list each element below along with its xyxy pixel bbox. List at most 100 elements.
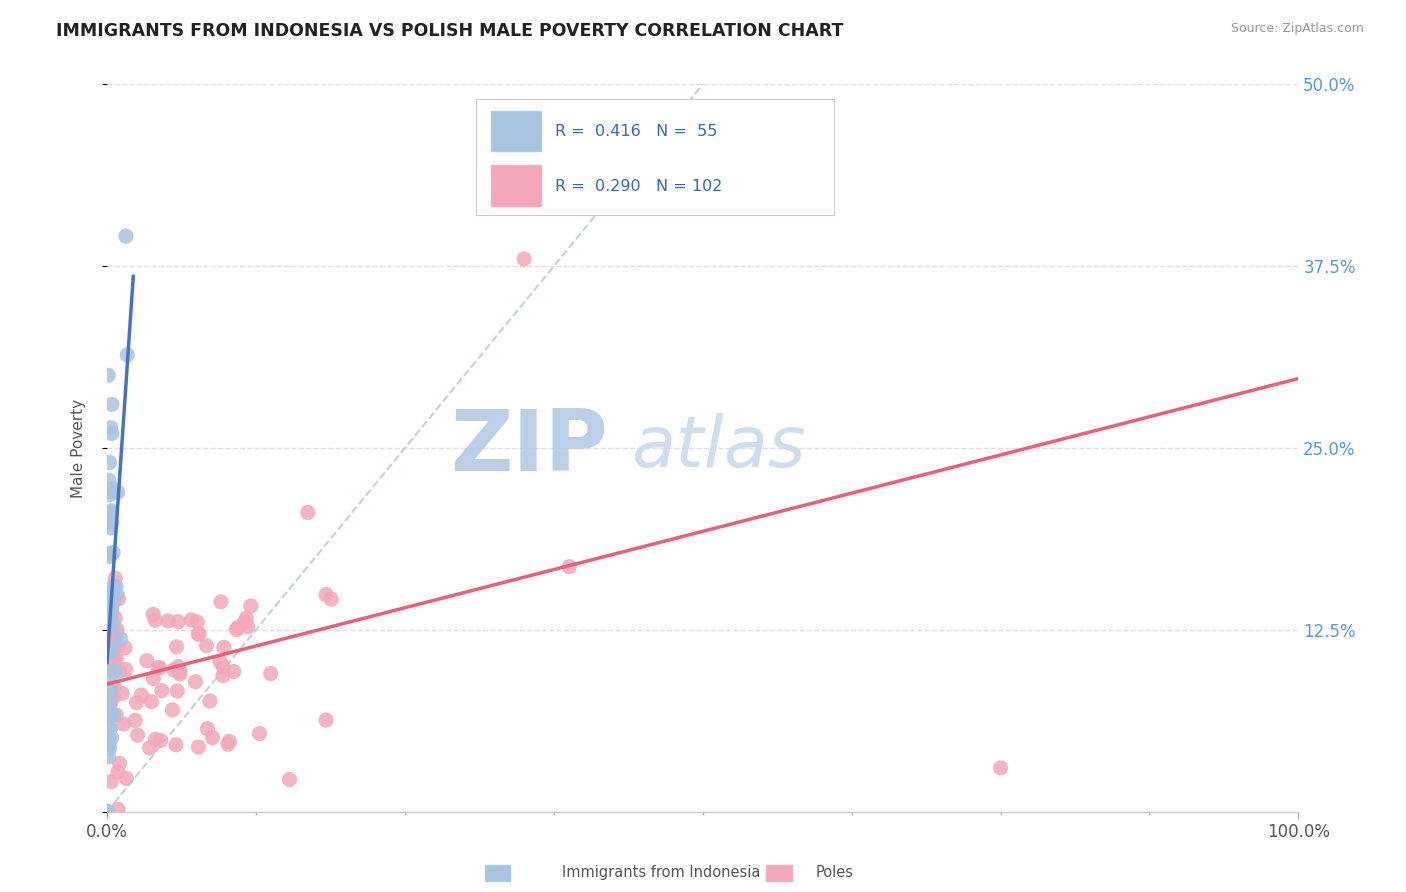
Point	[97, 368, 120, 383]
Point	[98, 549, 121, 564]
Point	[101, 595, 124, 609]
Point	[98, 734, 121, 748]
Point	[98, 722, 121, 736]
Point	[149, 733, 172, 747]
Point	[217, 737, 239, 751]
Point	[105, 580, 128, 594]
Point	[233, 615, 256, 629]
Point	[249, 726, 271, 740]
Text: Immigrants from Indonesia: Immigrants from Indonesia	[562, 865, 761, 880]
Text: Poles: Poles	[815, 865, 853, 880]
Point	[98, 741, 121, 756]
Point	[187, 627, 209, 641]
Point	[103, 708, 125, 723]
Point	[97, 516, 120, 530]
Point	[97, 645, 120, 659]
Point	[105, 652, 128, 666]
Point	[167, 615, 190, 629]
Point	[149, 661, 172, 675]
Point	[98, 456, 121, 470]
Point	[115, 772, 138, 786]
Point	[97, 514, 120, 528]
Point	[548, 106, 571, 120]
Point	[297, 506, 319, 520]
Point	[98, 663, 121, 677]
Point	[108, 664, 131, 678]
Point	[125, 696, 148, 710]
Point	[127, 728, 149, 742]
Point	[101, 686, 124, 700]
Point	[100, 504, 122, 518]
Point	[100, 692, 122, 706]
Point	[143, 613, 166, 627]
Point	[157, 614, 180, 628]
Point	[100, 681, 122, 695]
Point	[166, 640, 188, 654]
Point	[98, 488, 121, 502]
Point	[146, 661, 169, 675]
Point	[197, 722, 219, 736]
Point	[100, 506, 122, 520]
Point	[103, 690, 125, 705]
Point	[101, 426, 124, 441]
Point	[103, 632, 125, 647]
Point	[100, 601, 122, 615]
Point	[104, 611, 127, 625]
Point	[107, 485, 129, 500]
Point	[100, 607, 122, 622]
Point	[98, 721, 121, 735]
Point	[98, 679, 121, 693]
Point	[112, 717, 135, 731]
Point	[97, 586, 120, 600]
Text: ZIP: ZIP	[450, 407, 607, 490]
Point	[104, 571, 127, 585]
Point	[100, 605, 122, 619]
Point	[97, 749, 120, 764]
Point	[97, 686, 120, 700]
Point	[98, 598, 121, 612]
Text: Source: ZipAtlas.com: Source: ZipAtlas.com	[1230, 22, 1364, 36]
Point	[100, 774, 122, 789]
Point	[212, 659, 235, 673]
Point	[212, 640, 235, 655]
Point	[101, 642, 124, 657]
Point	[98, 586, 121, 600]
Point	[98, 660, 121, 674]
Point	[142, 607, 165, 622]
Point	[186, 615, 208, 629]
Point	[100, 692, 122, 706]
Point	[98, 619, 121, 633]
Point	[162, 703, 184, 717]
Point	[209, 595, 232, 609]
Point	[218, 734, 240, 748]
Point	[98, 646, 121, 660]
Point	[98, 606, 121, 620]
Text: atlas: atlas	[631, 414, 806, 483]
Point	[117, 348, 139, 362]
Point	[103, 617, 125, 632]
Point	[98, 706, 121, 720]
Point	[166, 684, 188, 698]
Point	[107, 639, 129, 653]
Point	[97, 805, 120, 819]
Point	[180, 613, 202, 627]
Point	[110, 632, 132, 646]
Point	[100, 484, 122, 499]
Point	[98, 665, 121, 679]
Point	[101, 397, 124, 411]
Point	[260, 666, 283, 681]
Point	[98, 622, 121, 636]
Point	[135, 654, 157, 668]
Point	[141, 695, 163, 709]
Point	[165, 738, 187, 752]
Point	[138, 740, 160, 755]
Point	[142, 672, 165, 686]
Point	[163, 663, 186, 677]
Point	[235, 611, 257, 625]
Point	[100, 521, 122, 535]
Point	[97, 473, 120, 487]
Point	[198, 694, 221, 708]
Point	[226, 620, 249, 634]
Point	[150, 683, 173, 698]
Point	[513, 252, 536, 266]
